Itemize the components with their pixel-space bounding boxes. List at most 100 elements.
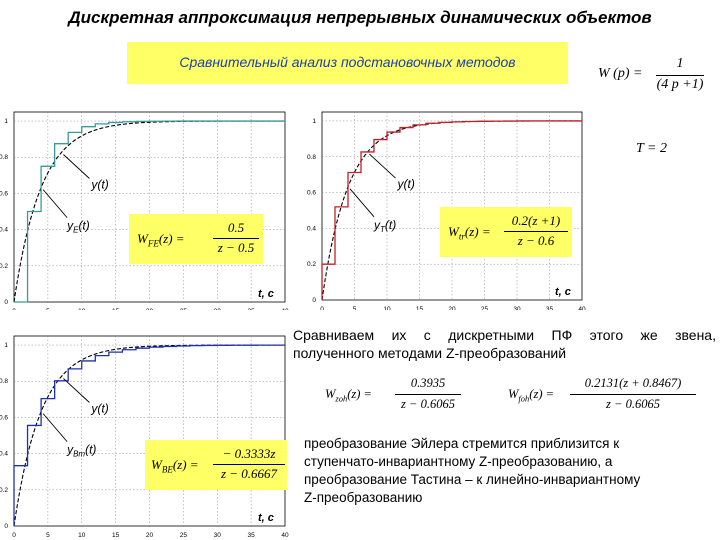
x-tick-label: 5 [46, 308, 50, 310]
formula-foh: Wfoh(z) = 0.2131(z + 0.8467) z − 0.6065 [508, 376, 708, 416]
formula-be-bar [213, 464, 285, 465]
subtitle-highlight [127, 42, 568, 84]
compare-text: Сравниваем их с дискретными ПФ этого же … [293, 326, 716, 362]
y-tick-label: 0.8 [0, 378, 8, 385]
x-tick-label: 0 [12, 308, 16, 310]
plot-area [321, 111, 583, 301]
formula-zoh-sub: zoh [335, 393, 348, 404]
tf-numerator: 1 [676, 56, 684, 71]
y-tick-label: 0.6 [0, 190, 8, 197]
formula-fe-sub: FE [147, 238, 159, 249]
y-tick-label: 1 [312, 118, 316, 125]
y-tick-label: 0.6 [307, 190, 316, 197]
formula-be-num: − 0.3333z [222, 446, 276, 461]
curve-label: y(t) [90, 177, 108, 191]
x-tick-label: 15 [112, 308, 120, 310]
discrete-label-main: y [66, 443, 74, 457]
discrete-label-leader [349, 188, 375, 218]
x-tick-label: 35 [248, 532, 256, 538]
discrete-label-arg: (t) [85, 443, 96, 457]
formula-fe-box: WFE(z) = 0.5 z − 0.5 [129, 214, 263, 264]
tf-fraction-bar [656, 75, 704, 76]
x-tick-label: 25 [180, 308, 188, 310]
tr-chart: 0 5 10 15 20 25 30 35 4000.20.40.60.81y(t)yT(t)t… [307, 111, 586, 310]
y-tick-label: 0.6 [0, 414, 8, 421]
conclusion-text: преобразование Эйлера стремится приблизи… [304, 435, 716, 507]
x-tick-label: 30 [214, 308, 222, 310]
y-tick-label: 0 [4, 299, 8, 306]
discrete-label-sub: T [380, 225, 386, 234]
curve-label-leader [63, 154, 90, 179]
x-tick-label: 0 [12, 532, 16, 538]
formula-zoh-den: z − 0.6065 [401, 397, 455, 411]
discrete-label-sub: E [73, 226, 79, 235]
y-tick-label: 0.2 [0, 487, 8, 494]
curve-label-leader [369, 153, 396, 179]
discrete-label-arg: (t) [78, 219, 89, 233]
formula-zoh-lhs: Wzoh(z) = [325, 387, 372, 404]
formula-zoh-num: 0.3935 [410, 376, 446, 390]
x-tick-label: 40 [281, 532, 289, 538]
formula-foh-num: 0.2131(z + 0.8467) [584, 376, 682, 390]
discrete-label: yT(t) [373, 218, 396, 234]
y-tick-label: 0.8 [307, 154, 316, 161]
x-tick-label: 15 [416, 306, 424, 310]
x-tick-label: 25 [481, 306, 489, 310]
formula-fe-lhs: WFE(z) = [137, 231, 185, 249]
x-axis-label: t, c [555, 286, 571, 298]
y-tick-label: 0.4 [0, 451, 8, 458]
tf-lhs: W (p) = [598, 66, 643, 81]
formula-zoh-bar [395, 394, 461, 395]
continuous-transfer-function: W (p) = 1 (4 p +1) [598, 56, 708, 96]
y-tick-label: 0.8 [0, 154, 8, 161]
x-axis-label: t, c [258, 512, 274, 524]
formula-tr-box: Wtr(z) = 0.2(z +1) z − 0.6 [440, 207, 572, 257]
formula-tr-num: 0.2(z +1) [511, 213, 561, 228]
x-tick-label: 40 [578, 306, 586, 310]
discrete-label-sub: Bm [73, 450, 85, 459]
slide-title: Дискретная аппроксимация непрерывных дин… [68, 8, 652, 27]
conclusion-line-1: преобразование Эйлера стремится приблизи… [304, 436, 620, 451]
formula-foh-lhs: Wfoh(z) = [508, 387, 555, 404]
discrete-label-leader [42, 413, 68, 442]
x-tick-label: 10 [78, 308, 86, 310]
formula-tr-lhs: Wtr(z) = [448, 224, 491, 242]
y-tick-label: 0.4 [307, 225, 316, 232]
formula-tr-den: z − 0.6 [517, 233, 555, 248]
tf-denominator: (4 p +1) [656, 77, 704, 92]
conclusion-line-3: преобразование Тастина – к линейно-инвар… [304, 472, 641, 487]
formula-tr-sub: tr [458, 231, 465, 242]
formula-foh-sub: foh [518, 393, 530, 404]
formula-zoh: Wzoh(z) = 0.3935 z − 0.6065 [325, 376, 475, 416]
sampling-period: T = 2 [636, 141, 667, 156]
x-tick-label: 25 [180, 532, 188, 538]
formula-be-sub: BE [161, 464, 173, 475]
compare-text-line2: полученного методами Z-преобразований [293, 345, 567, 361]
curve-label: y(t) [90, 401, 108, 415]
discrete-label: yE(t) [66, 219, 90, 235]
y-tick-label: 0.4 [0, 227, 8, 234]
discrete-label-main: y [373, 218, 381, 232]
x-tick-label: 30 [513, 306, 521, 310]
x-tick-label: 0 [320, 306, 324, 310]
fe-chart: 051015202530354000.20.40.60.81y(t)yE(t)t… [0, 111, 289, 310]
x-tick-label: 5 [46, 532, 50, 538]
discrete-response-staircase [321, 120, 582, 300]
x-tick-label: 30 [214, 532, 222, 538]
be-chart: 0 5 10 15 20 25 30 35 40 0 0.2 0.4 0.6 0.8 1 y(t) yBm(t)… [0, 335, 289, 538]
y-tick-label: 1 [4, 118, 8, 125]
formula-tr-bar [504, 231, 568, 232]
y-tick-label: 1 [4, 342, 8, 349]
y-tick-label: 0 [312, 297, 316, 304]
y-tick-label: 0 [4, 523, 8, 530]
x-tick-label: 20 [448, 306, 456, 310]
formula-foh-bar [570, 394, 696, 395]
x-tick-label: 5 [353, 306, 357, 310]
x-tick-label: 15 [112, 532, 120, 538]
x-tick-label: 20 [146, 308, 154, 310]
formula-be-den: z − 0.6667 [220, 466, 278, 481]
x-tick-label: 10 [78, 532, 86, 538]
discrete-response-staircase [13, 344, 286, 526]
x-tick-label: 20 [146, 532, 154, 538]
slide-subtitle: Сравнительный анализ подстановочных мето… [179, 54, 516, 70]
